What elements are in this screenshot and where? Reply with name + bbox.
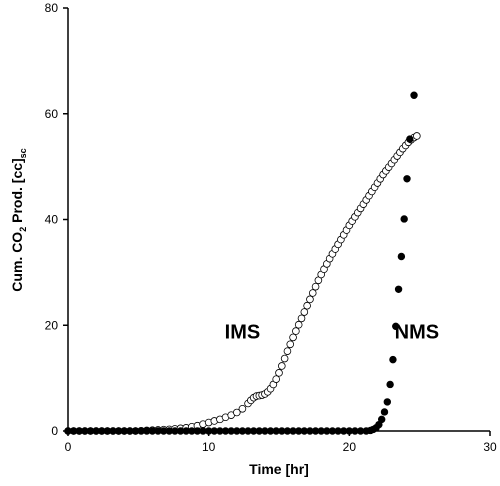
ims-point	[278, 362, 286, 370]
series-label-ims: IMS	[225, 321, 261, 343]
ims-point	[311, 282, 320, 291]
ims-point	[238, 404, 247, 413]
nms-point	[403, 175, 411, 183]
y-axis-title-sub2: 2	[18, 227, 28, 232]
x-tick-label: 30	[483, 440, 497, 454]
y-tick-label: 20	[45, 318, 59, 332]
tick-labels: 0 10 20 30 0 20 40 60 80	[45, 1, 497, 454]
nms-point	[383, 398, 392, 406]
ims-point	[413, 132, 421, 140]
nms-point	[406, 135, 414, 143]
nms-point	[400, 215, 408, 223]
x-axis-title: Time [hr]	[249, 461, 309, 477]
series-label-nms: NMS	[395, 321, 439, 343]
y-tick-label: 60	[45, 107, 59, 121]
ims-point	[286, 340, 295, 349]
ims-point	[233, 408, 241, 417]
ims-point	[294, 320, 303, 329]
series-nms	[64, 91, 418, 435]
y-axis-title-part1: Cum. CO	[9, 232, 25, 292]
y-axis-title-part2: Prod. [cc]	[9, 158, 25, 226]
x-tick-label: 0	[65, 440, 72, 454]
ims-point	[275, 369, 283, 377]
ims-point	[300, 308, 309, 316]
x-tick-label: 10	[202, 440, 216, 454]
nms-point	[392, 322, 400, 331]
nms-point	[377, 415, 386, 424]
ims-point	[308, 289, 317, 297]
y-tick-label: 40	[45, 213, 59, 227]
ims-point	[303, 301, 311, 310]
y-tick-label: 80	[45, 1, 59, 15]
nms-point	[397, 252, 406, 261]
nms-point	[410, 91, 418, 99]
y-axis-title-subsc: sc	[18, 148, 28, 158]
ims-point	[292, 327, 300, 335]
ims-point	[306, 295, 314, 304]
ims-point	[283, 347, 292, 355]
nms-point	[386, 380, 394, 389]
y-axis-title: Cum. CO2 Prod. [cc]sc	[9, 148, 28, 291]
x-tick-label: 20	[343, 440, 357, 454]
ims-point	[280, 354, 289, 363]
ims-point	[272, 375, 280, 383]
nms-point	[389, 355, 397, 364]
series-ims	[64, 132, 421, 435]
ims-point	[297, 314, 306, 323]
y-tick-label: 0	[51, 424, 58, 438]
nms-point	[394, 285, 403, 293]
ims-point	[289, 333, 297, 342]
nms-point	[380, 408, 389, 416]
